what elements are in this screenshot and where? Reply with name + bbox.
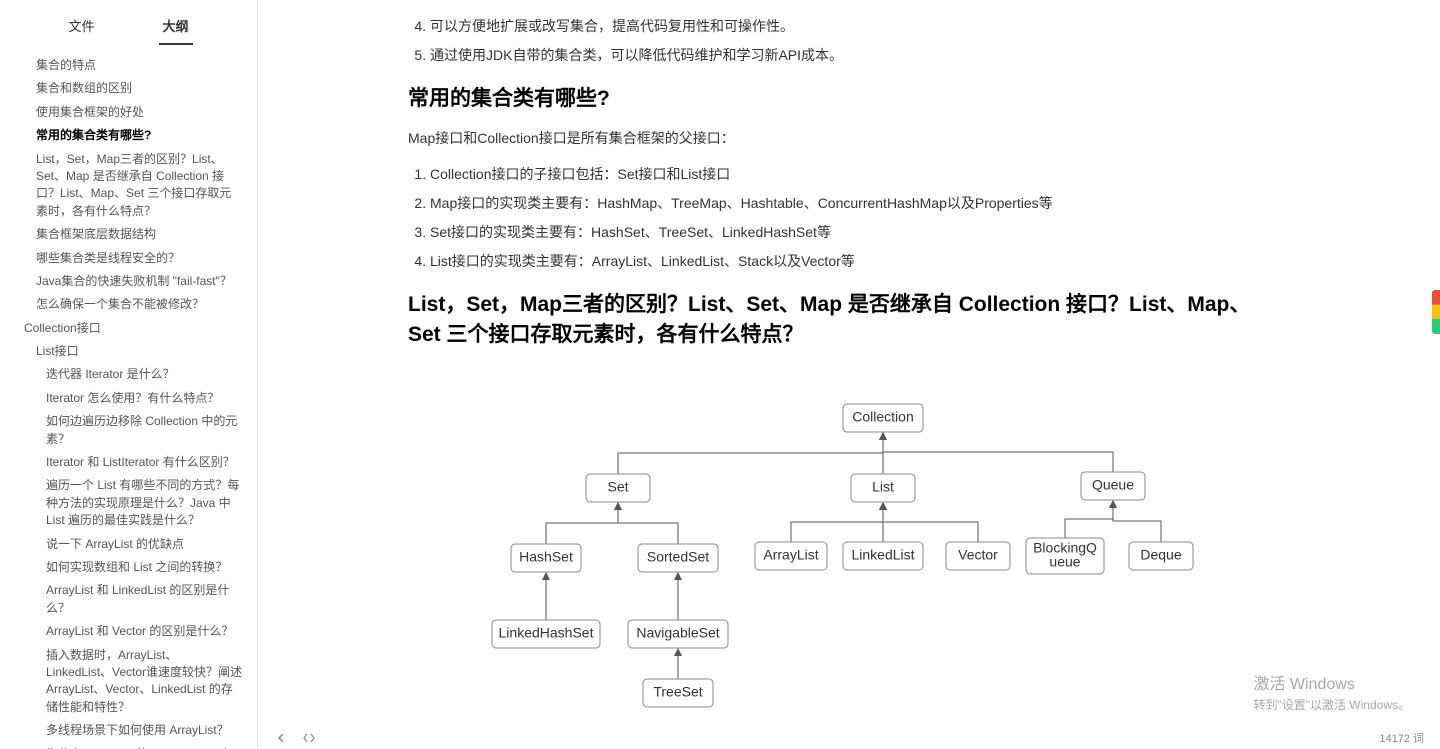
list-item: 可以方便地扩展或改写集合，提高代码复用性和可操作性。 bbox=[430, 14, 1278, 39]
svg-text:TreeSet: TreeSet bbox=[653, 684, 702, 700]
svg-text:LinkedHashSet: LinkedHashSet bbox=[499, 625, 594, 641]
collection-hierarchy-diagram: Collection Set List Queue HashSet SortedSet Ar… bbox=[413, 378, 1273, 749]
outline-nav[interactable]: 集合的特点集合和数组的区别使用集合框架的好处常用的集合类有哪些?List，Set… bbox=[0, 46, 257, 749]
svg-text:Set: Set bbox=[607, 479, 628, 495]
outline-item[interactable]: Collection接口 bbox=[0, 317, 257, 340]
outline-item[interactable]: 哪些集合类是线程安全的？ bbox=[0, 247, 257, 270]
outline-item[interactable]: ArrayList 和 Vector 的区别是什么？ bbox=[0, 620, 257, 643]
svg-text:ueue: ueue bbox=[1049, 554, 1080, 570]
svg-text:List: List bbox=[872, 479, 894, 495]
list-item: Map接口的实现类主要有：HashMap、TreeMap、Hashtable、C… bbox=[430, 191, 1278, 216]
word-count[interactable]: 14172 词 bbox=[1379, 730, 1424, 746]
svg-text:Collection: Collection bbox=[852, 409, 913, 425]
list-item: 通过使用JDK自带的集合类，可以降低代码维护和学习新API成本。 bbox=[430, 43, 1278, 68]
intro-list: 可以方便地扩展或改写集合，提高代码复用性和可操作性。通过使用JDK自带的集合类，… bbox=[430, 14, 1278, 68]
svg-text:HashSet: HashSet bbox=[519, 549, 573, 565]
outline-item[interactable]: 常用的集合类有哪些? bbox=[0, 124, 257, 147]
svg-text:Deque: Deque bbox=[1140, 547, 1181, 563]
outline-item[interactable]: 迭代器 Iterator 是什么？ bbox=[0, 363, 257, 386]
outline-item[interactable]: 遍历一个 List 有哪些不同的方式？每种方法的实现原理是什么？Java 中 L… bbox=[0, 474, 257, 532]
back-icon[interactable] bbox=[274, 731, 288, 745]
code-icon[interactable] bbox=[302, 731, 316, 745]
outline-item[interactable]: 插入数据时，ArrayList、LinkedList、Vector谁速度较快？阐… bbox=[0, 644, 257, 720]
svg-text:LinkedList: LinkedList bbox=[851, 547, 914, 563]
outline-item[interactable]: 多线程场景下如何使用 ArrayList？ bbox=[0, 719, 257, 742]
list-item: Set接口的实现类主要有：HashSet、TreeSet、LinkedHashS… bbox=[430, 220, 1278, 245]
sidebar: 文件 大纲 集合的特点集合和数组的区别使用集合框架的好处常用的集合类有哪些?Li… bbox=[0, 0, 258, 749]
heading-list-set-map-diff: List，Set，Map三者的区别？List、Set、Map 是否继承自 Col… bbox=[408, 288, 1278, 348]
right-color-tab[interactable] bbox=[1432, 290, 1440, 334]
svg-text:SortedSet: SortedSet bbox=[647, 549, 709, 565]
outline-item[interactable]: 集合和数组的区别 bbox=[0, 77, 257, 100]
outline-item[interactable]: List，Set，Map三者的区别？List、Set、Map 是否继承自 Col… bbox=[0, 148, 257, 224]
outline-item[interactable]: 集合框架底层数据结构 bbox=[0, 223, 257, 246]
outline-item[interactable]: List接口 bbox=[0, 340, 257, 363]
main-content[interactable]: 可以方便地扩展或改写集合，提高代码复用性和可操作性。通过使用JDK自带的集合类，… bbox=[258, 0, 1440, 749]
status-bar: 14172 词 bbox=[258, 727, 1440, 749]
svg-text:Queue: Queue bbox=[1092, 477, 1134, 493]
outline-item[interactable]: Iterator 和 ListIterator 有什么区别？ bbox=[0, 451, 257, 474]
heading-common-classes: 常用的集合类有哪些? bbox=[408, 82, 1278, 112]
outline-item[interactable]: 如何实现数组和 List 之间的转换？ bbox=[0, 556, 257, 579]
outline-item[interactable]: 说一下 ArrayList 的优缺点 bbox=[0, 533, 257, 556]
outline-item[interactable]: 如何边遍历边移除 Collection 中的元素？ bbox=[0, 410, 257, 451]
outline-item[interactable]: Java集合的快速失败机制 "fail-fast"？ bbox=[0, 270, 257, 293]
outline-item[interactable]: ArrayList 和 LinkedList 的区别是什么？ bbox=[0, 579, 257, 620]
tab-file[interactable]: 文件 bbox=[64, 10, 98, 45]
outline-item[interactable]: 使用集合框架的好处 bbox=[0, 101, 257, 124]
collection-sub-list: Collection接口的子接口包括：Set接口和List接口 Map接口的实现类… bbox=[430, 162, 1278, 275]
sidebar-tabs: 文件 大纲 bbox=[0, 0, 257, 46]
outline-item[interactable]: 集合的特点 bbox=[0, 54, 257, 77]
outline-item[interactable]: Iterator 怎么使用？有什么特点？ bbox=[0, 387, 257, 410]
diagram-svg: Collection Set List Queue HashSet SortedSet Ar… bbox=[413, 378, 1273, 749]
tab-outline[interactable]: 大纲 bbox=[159, 10, 193, 45]
svg-text:ArrayList: ArrayList bbox=[763, 547, 818, 563]
svg-text:NavigableSet: NavigableSet bbox=[636, 625, 719, 641]
list-item: List接口的实现类主要有：ArrayList、LinkedList、Stack… bbox=[430, 249, 1278, 274]
svg-text:Vector: Vector bbox=[958, 547, 998, 563]
outline-item[interactable]: 为什么 ArrayList 的 elementData 加上 transient… bbox=[0, 743, 257, 749]
list-item: Collection接口的子接口包括：Set接口和List接口 bbox=[430, 162, 1278, 187]
para-intro: Map接口和Collection接口是所有集合框架的父接口： bbox=[408, 126, 1278, 151]
outline-item[interactable]: 怎么确保一个集合不能被修改？ bbox=[0, 293, 257, 316]
